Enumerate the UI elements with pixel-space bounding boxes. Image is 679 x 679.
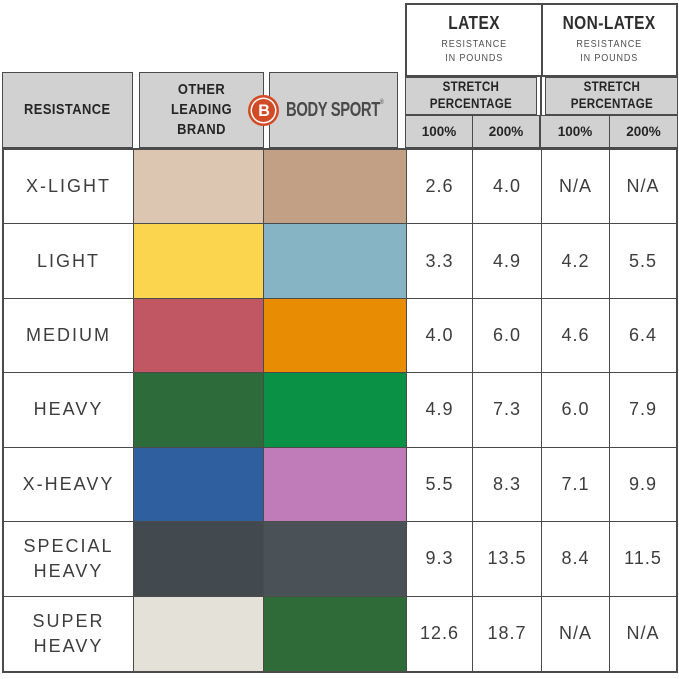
non-latex-subtitle: RESISTANCE IN POUNDS <box>576 38 643 65</box>
latex-title: LATEX <box>447 13 500 34</box>
resistance-level-label: SPECIAL HEAVY <box>4 522 134 597</box>
nonlatex-100-value: N/A <box>542 150 610 225</box>
resistance-level-label: X-HEAVY <box>4 447 134 523</box>
latex-nonlatex-divider <box>540 77 542 115</box>
nonlatex-100-value: N/A <box>542 596 610 671</box>
nonlatex-200-value: N/A <box>610 150 676 225</box>
resistance-header-label: RESISTANCE <box>24 100 111 118</box>
latex-100-value: 4.9 <box>407 373 473 448</box>
resistance-column-header: RESISTANCE <box>2 72 133 148</box>
resistance-level-label: LIGHT <box>4 224 134 299</box>
latex-stretch-percentage-header: STRETCH PERCENTAGE <box>405 77 537 115</box>
resistance-data-grid: X-LIGHT 2.6 4.0 N/A N/A LIGHT 3.3 4.9 4.… <box>2 148 678 673</box>
stretch-percent-subheader-row: 100% 200% 100% 200% <box>405 115 678 148</box>
body-sport-logo-icon: B <box>248 94 280 126</box>
body-sport-color-swatch <box>264 596 407 671</box>
body-sport-color-swatch <box>264 447 407 523</box>
resistance-level-label: SUPER HEAVY <box>4 596 134 671</box>
body-sport-color-swatch <box>264 373 407 448</box>
other-brand-color-swatch <box>134 150 264 225</box>
resistance-level-label: HEAVY <box>4 373 134 448</box>
other-brand-column-header: OTHER LEADING BRAND <box>139 72 264 148</box>
latex-200-value: 13.5 <box>473 522 542 597</box>
other-brand-color-swatch <box>134 298 264 374</box>
latex-group-header: LATEX RESISTANCE IN POUNDS <box>407 5 541 75</box>
nonlatex-200-value: 5.5 <box>610 224 676 299</box>
nonlatex-100-value: 6.0 <box>542 373 610 448</box>
nonlatex-100-value: 8.4 <box>542 522 610 597</box>
other-brand-color-swatch <box>134 522 264 597</box>
nonlatex-200-header: 200% <box>626 124 661 139</box>
latex-100-header: 100% <box>406 116 473 147</box>
body-sport-color-swatch <box>264 522 407 597</box>
body-sport-logo: B BODY SPORT® <box>248 94 418 126</box>
latex-200-header: 200% <box>473 116 541 147</box>
latex-100-value: 4.0 <box>407 298 473 374</box>
latex-100-value: 2.6 <box>407 150 473 225</box>
nonlatex-200-value: 7.9 <box>610 373 676 448</box>
material-group-header: LATEX RESISTANCE IN POUNDS NON-LATEX RES… <box>405 3 678 77</box>
latex-200-value: 18.7 <box>473 596 542 671</box>
body-sport-column-header: B BODY SPORT® <box>248 72 398 148</box>
resistance-level-label: X-LIGHT <box>4 150 134 225</box>
latex-200-value: 7.3 <box>473 373 542 448</box>
other-brand-header-label: OTHER LEADING BRAND <box>170 80 233 139</box>
latex-200-value: 8.3 <box>473 447 542 523</box>
nonlatex-100-header: 100% <box>541 116 610 147</box>
non-latex-stretch-percentage-header: STRETCH PERCENTAGE <box>545 77 678 115</box>
body-sport-wordmark: BODY SPORT® <box>286 98 385 121</box>
nonlatex-200-value: 6.4 <box>610 299 676 374</box>
latex-200-value: 4.9 <box>473 224 542 299</box>
nonlatex-100-value: 4.2 <box>542 224 610 299</box>
other-brand-color-swatch <box>134 224 264 299</box>
other-brand-color-swatch <box>134 596 264 671</box>
nonlatex-200-value: N/A <box>626 623 660 644</box>
body-sport-color-swatch <box>264 150 407 225</box>
stretch-percentage-label: STRETCH PERCENTAGE <box>570 79 653 111</box>
stretch-percentage-label: STRETCH PERCENTAGE <box>429 79 513 111</box>
latex-200-value: 6.0 <box>473 298 542 374</box>
other-brand-color-swatch <box>134 373 264 448</box>
nonlatex-100-value: 4.6 <box>542 298 610 374</box>
latex-100-value: 5.5 <box>407 447 473 523</box>
other-brand-color-swatch <box>134 447 264 523</box>
latex-100-value: 9.3 <box>407 522 473 597</box>
latex-100-value: 3.3 <box>407 224 473 299</box>
latex-200-value: 4.0 <box>473 150 542 225</box>
body-sport-color-swatch <box>264 224 407 299</box>
nonlatex-200-value: 11.5 <box>610 522 676 597</box>
body-sport-color-swatch <box>264 298 407 374</box>
registered-trademark-symbol: ® <box>380 98 385 106</box>
latex-subtitle: RESISTANCE IN POUNDS <box>440 38 507 65</box>
non-latex-group-header: NON-LATEX RESISTANCE IN POUNDS <box>540 5 677 75</box>
nonlatex-100-value: 7.1 <box>542 447 610 523</box>
logo-b-letter: B <box>258 100 270 120</box>
latex-100-value: 12.6 <box>407 596 473 671</box>
non-latex-title: NON-LATEX <box>562 13 656 34</box>
resistance-level-label: MEDIUM <box>4 298 134 374</box>
nonlatex-200-value: 9.9 <box>610 448 676 523</box>
